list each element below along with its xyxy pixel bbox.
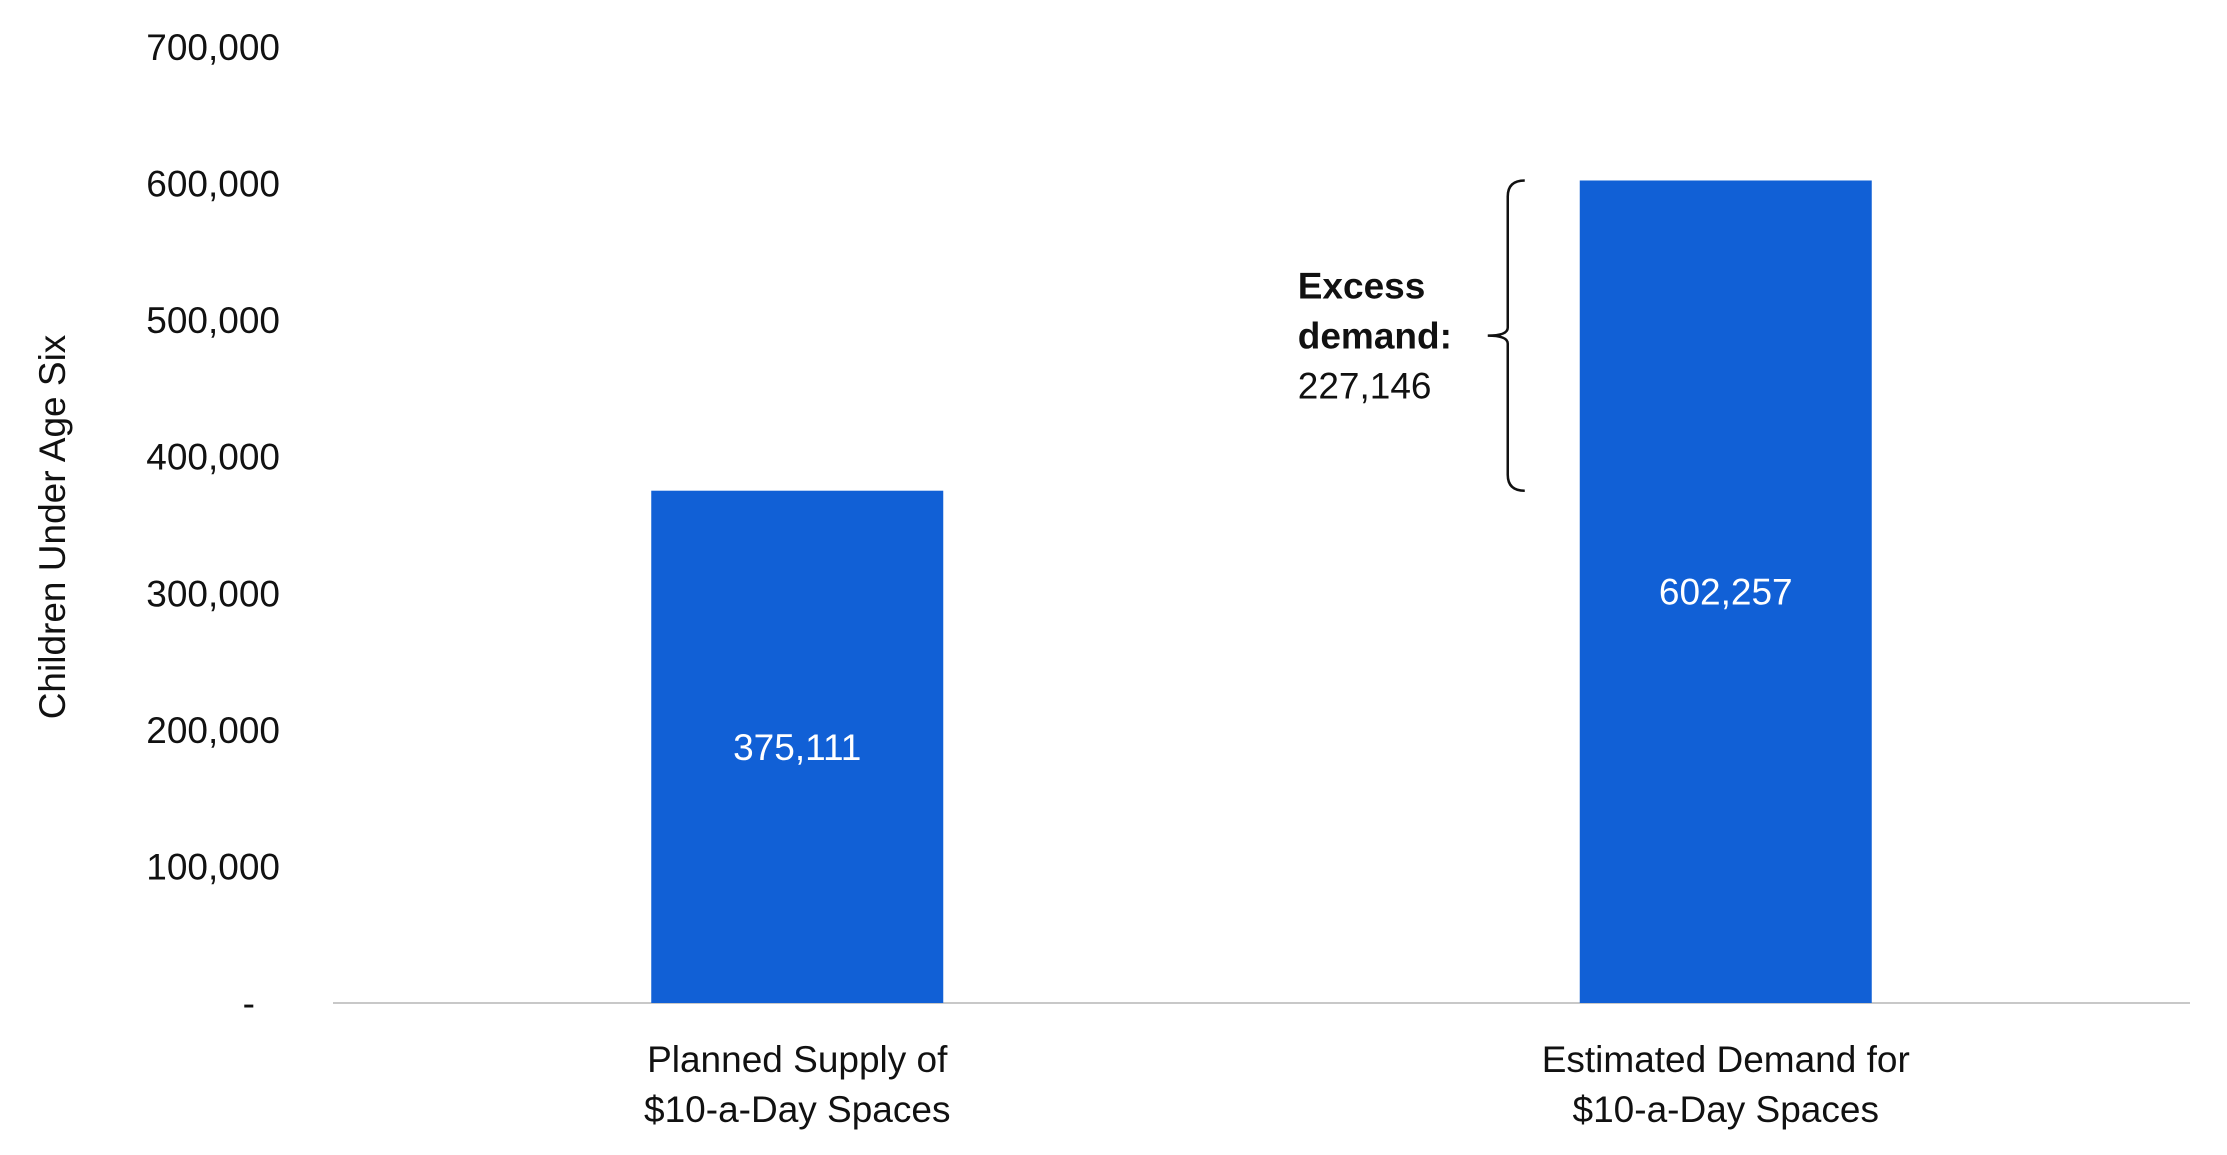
y-axis-label: Children Under Age Six bbox=[32, 334, 73, 719]
y-tick-label: 700,000 bbox=[146, 27, 280, 68]
bar bbox=[651, 490, 944, 1003]
y-tick-label: 300,000 bbox=[146, 573, 280, 614]
bars: 375,111 602,257 bbox=[651, 180, 1872, 1003]
excess-demand-bracket bbox=[1487, 179, 1525, 492]
x-category-label: Planned Supply of bbox=[647, 1039, 948, 1080]
x-axis-categories: Planned Supply of $10-a-Day Spaces Estimat… bbox=[644, 1039, 1910, 1130]
bar bbox=[1579, 180, 1872, 1003]
x-category-label: $10-a-Day Spaces bbox=[644, 1089, 950, 1130]
bar-data-label: 375,111 bbox=[733, 727, 861, 768]
y-tick-label: 200,000 bbox=[146, 710, 280, 751]
x-category-label: $10-a-Day Spaces bbox=[1573, 1089, 1879, 1130]
y-tick-label: - bbox=[243, 983, 255, 1024]
bar-data-label: 602,257 bbox=[1659, 572, 1793, 613]
x-category-label: Estimated Demand for bbox=[1542, 1039, 1910, 1080]
annotation-line-2: demand: bbox=[1298, 316, 1452, 357]
y-axis-ticks: - 100,000 200,000 300,000 400,000 500,000 600,… bbox=[146, 27, 280, 1024]
y-tick-label: 100,000 bbox=[146, 846, 280, 887]
y-tick-label: 400,000 bbox=[146, 437, 280, 478]
y-tick-label: 500,000 bbox=[146, 300, 280, 341]
annotation-value: 227,146 bbox=[1298, 366, 1432, 407]
excess-demand-annotation: Excess demand: 227,146 bbox=[1298, 179, 1525, 492]
annotation-line-1: Excess bbox=[1298, 266, 1426, 307]
y-tick-label: 600,000 bbox=[146, 164, 280, 205]
